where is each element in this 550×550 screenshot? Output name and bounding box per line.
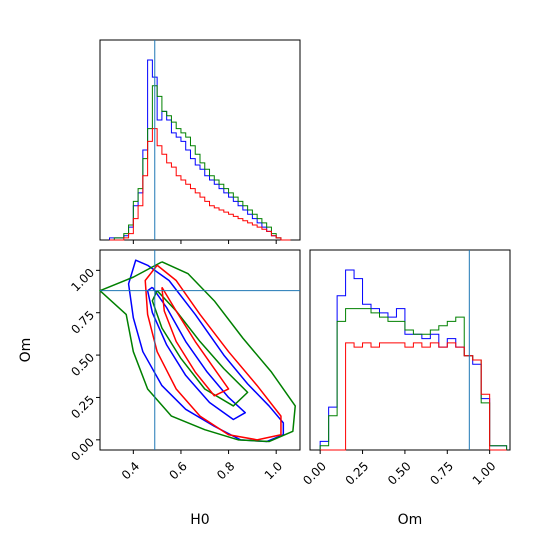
om-hist-frame [309,249,511,451]
h0-histogram [109,40,291,244]
hist-series-2 [320,342,507,451]
contour-2-level-1 [161,286,230,397]
y-axis-label-om: Om [18,338,34,363]
hist-series-1 [319,308,508,450]
hist-series-0 [319,269,508,450]
om-tick-label-0: 0.00 [300,459,329,488]
h0-tick-label-0: 0.4 [119,459,142,482]
x-axis-label-h0: H0 [190,512,209,528]
om-tick-label-4: 1.00 [470,459,499,488]
h0-tick-label-3: 1.0 [262,459,285,482]
om-y-tick-label-1: 0.25 [68,393,97,422]
hist-series-1 [109,85,291,241]
h0-hist-frame [99,39,301,241]
om-tick-label-2: 0.50 [385,459,414,488]
contour-2-level-0 [144,264,282,441]
scatter-frame [99,249,301,451]
h0-tick-label-1: 0.6 [166,459,189,482]
contour-0-level-1 [146,286,246,421]
om-y-tick-label-0: 0.00 [68,435,97,464]
hist-series-0 [109,59,291,241]
om-tick-label-3: 0.75 [427,459,456,488]
x-axis-label-om: Om [398,512,423,528]
om-y-tick-label-4: 1.00 [68,266,97,295]
om-y-tick-label-3: 0.75 [68,308,97,337]
hist-series-2 [109,128,291,241]
contour-1-level-1 [151,290,249,407]
om-tick-label-1: 0.25 [343,459,372,488]
om-histogram: 0.00 0.25 0.50 0.75 1.00 [300,250,508,488]
h0-om-contours: 0.4 0.6 0.8 1.0 0.00 0.25 0.50 0.75 1.00 [68,250,300,482]
contour-1-level-0 [99,261,296,443]
h0-tick-label-2: 0.8 [214,459,237,482]
om-y-tick-label-2: 0.50 [68,350,97,379]
